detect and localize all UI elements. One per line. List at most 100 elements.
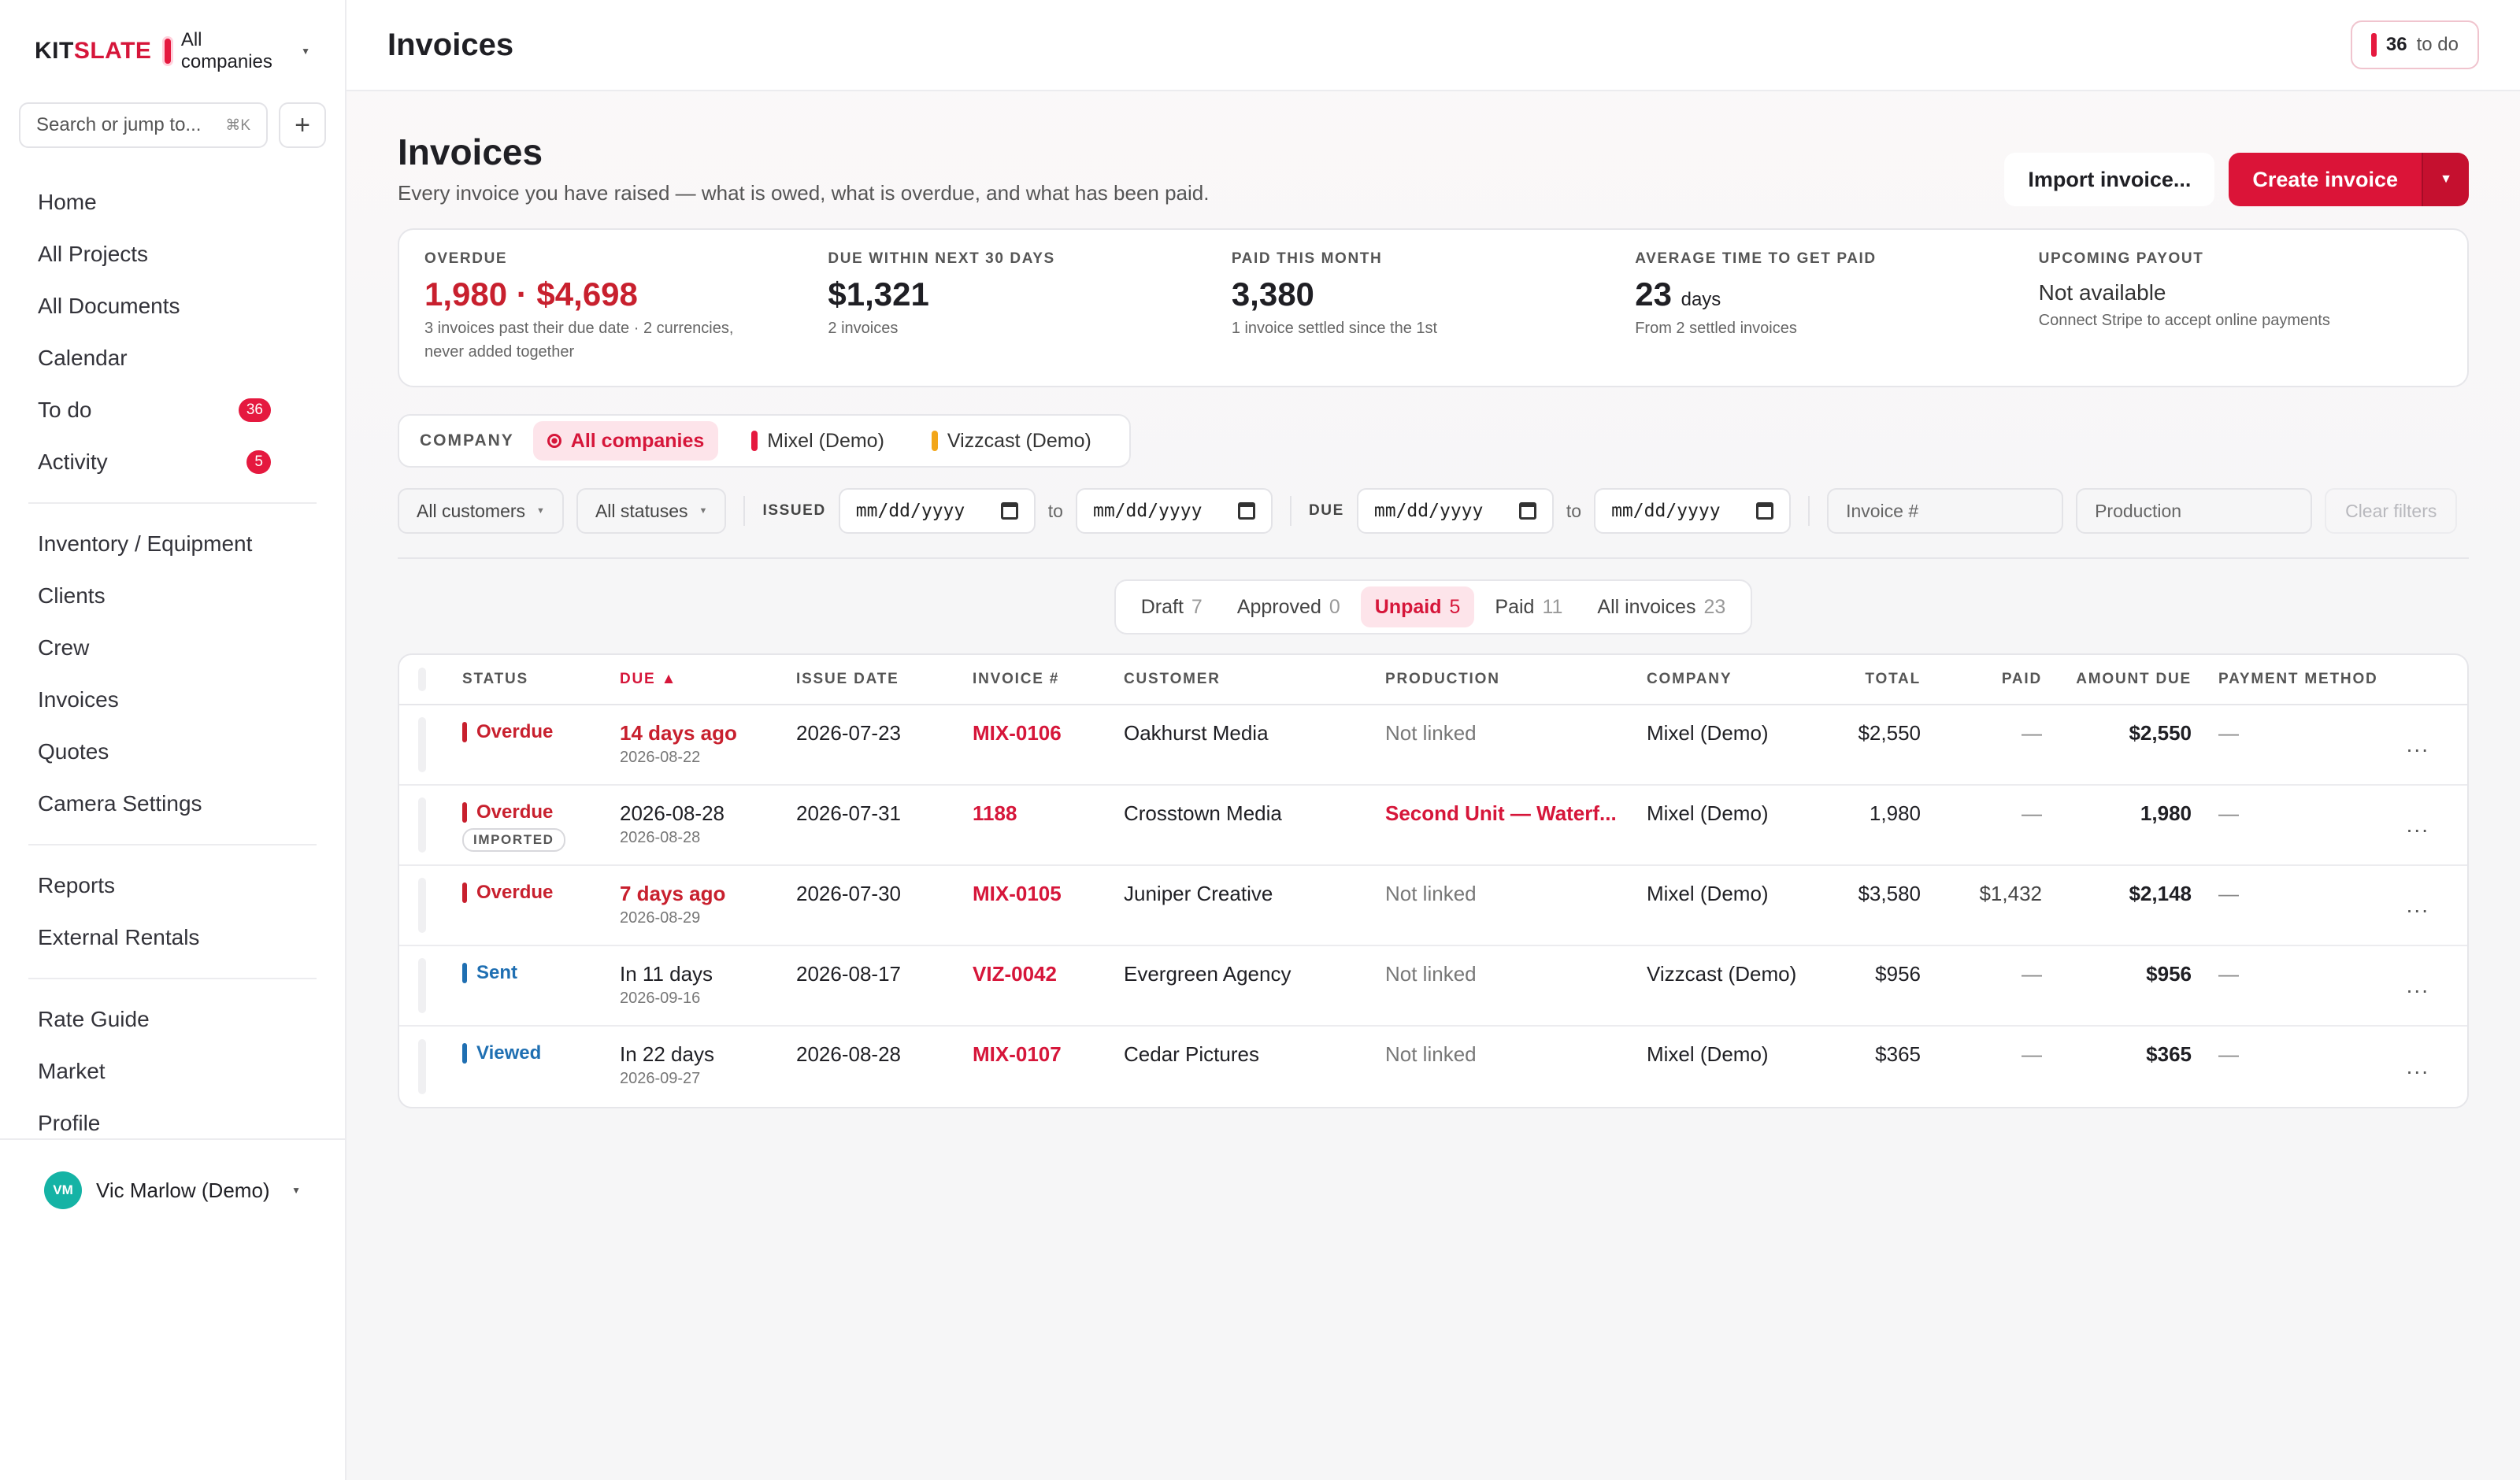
row-menu-icon[interactable]: ... xyxy=(2406,893,2429,917)
column-header-issue-date[interactable]: ISSUE DATE xyxy=(796,671,899,687)
row-handle[interactable] xyxy=(418,717,426,772)
company-chip-all[interactable]: All companies xyxy=(532,421,719,461)
column-header-customer[interactable]: CUSTOMER xyxy=(1124,671,1221,687)
sidebar-item-all-documents[interactable]: All Documents xyxy=(0,280,345,332)
column-header-due[interactable]: DUE ▲ xyxy=(620,671,678,687)
issued-to-date[interactable]: mm/dd/yyyy xyxy=(1075,488,1273,534)
row-menu-icon[interactable]: ... xyxy=(2406,812,2429,837)
add-button[interactable]: + xyxy=(279,102,326,148)
sidebar-item-external-rentals[interactable]: External Rentals xyxy=(0,912,345,964)
avatar: VM xyxy=(44,1171,82,1209)
create-invoice-button[interactable]: Create invoice xyxy=(2229,153,2422,206)
divider xyxy=(1289,496,1292,526)
due-from-date[interactable]: mm/dd/yyyy xyxy=(1356,488,1554,534)
invoice-link[interactable]: MIX-0107 xyxy=(973,1042,1062,1066)
company-filter-label: COMPANY xyxy=(420,431,514,450)
sidebar-item-camera-settings[interactable]: Camera Settings xyxy=(0,778,345,830)
tab-approved[interactable]: Approved 0 xyxy=(1223,586,1354,627)
sidebar-item-invoices[interactable]: Invoices xyxy=(0,674,345,726)
brand-row[interactable]: KITSLATE All companies ▼ xyxy=(0,0,345,102)
amount-due-cell: 1,980 xyxy=(2140,801,2192,825)
chevron-down-icon[interactable]: ▼ xyxy=(301,46,310,57)
tab-all-invoices[interactable]: All invoices 23 xyxy=(1583,586,1740,627)
sidebar-item-clients[interactable]: Clients xyxy=(0,570,345,622)
user-name: Vic Marlow (Demo) xyxy=(96,1178,270,1202)
todo-count: 36 xyxy=(2385,34,2407,55)
company-chip-vizzcast[interactable]: Vizzcast (Demo) xyxy=(917,421,1106,461)
due-to-date[interactable]: mm/dd/yyyy xyxy=(1594,488,1792,534)
issued-from-date[interactable]: mm/dd/yyyy xyxy=(838,488,1036,534)
tab-unpaid[interactable]: Unpaid 5 xyxy=(1360,586,1475,627)
invoice-number-input[interactable]: Invoice # xyxy=(1827,488,2064,534)
column-header-company[interactable]: COMPANY xyxy=(1647,671,1732,687)
column-header-paid[interactable]: PAID xyxy=(2001,671,2042,687)
sidebar-item-label: Camera Settings xyxy=(38,791,202,816)
table-row[interactable]: Overdue 7 days ago 2026-08-29 2026-07-30 … xyxy=(399,866,2467,946)
sidebar-item-home[interactable]: Home xyxy=(0,176,345,228)
sidebar-item-activity[interactable]: Activity 5 xyxy=(0,436,345,488)
sidebar-item-crew[interactable]: Crew xyxy=(0,622,345,674)
sidebar-item-inventory[interactable]: Inventory / Equipment xyxy=(0,518,345,570)
sidebar-item-market[interactable]: Market xyxy=(0,1045,345,1097)
invoice-link[interactable]: MIX-0106 xyxy=(973,721,1062,745)
calendar-icon[interactable] xyxy=(1000,502,1018,520)
tab-label: Paid xyxy=(1495,595,1535,618)
due-date: 2026-09-27 xyxy=(620,1070,701,1087)
sidebar-item-reports[interactable]: Reports xyxy=(0,860,345,912)
radio-selected-icon xyxy=(547,434,561,448)
due-label: DUE xyxy=(1308,502,1344,519)
calendar-icon[interactable] xyxy=(1237,502,1255,520)
sidebar-item-calendar[interactable]: Calendar xyxy=(0,332,345,384)
row-handle[interactable] xyxy=(418,878,426,933)
row-menu-icon[interactable]: ... xyxy=(2406,732,2429,757)
to-label: to xyxy=(1047,500,1063,521)
table-row[interactable]: Viewed In 22 days 2026-09-27 2026-08-28 M… xyxy=(399,1027,2467,1107)
todo-label: to do xyxy=(2416,34,2459,55)
select-all-handle[interactable] xyxy=(418,668,426,691)
row-menu-icon[interactable]: ... xyxy=(2406,973,2429,997)
customer-select[interactable]: All customers ▼ xyxy=(398,488,564,534)
user-menu[interactable]: VM Vic Marlow (Demo) ▼ xyxy=(0,1138,345,1241)
row-handle[interactable] xyxy=(418,1039,426,1094)
production-link[interactable]: Second Unit — Waterf... xyxy=(1385,801,1617,825)
sidebar-nav: Home All Projects All Documents Calendar… xyxy=(0,148,345,1149)
sidebar-item-quotes[interactable]: Quotes xyxy=(0,726,345,778)
sidebar-item-all-projects[interactable]: All Projects xyxy=(0,228,345,280)
row-handle[interactable] xyxy=(418,958,426,1013)
status-select[interactable]: All statuses ▼ xyxy=(576,488,727,534)
table-row[interactable]: Sent In 11 days 2026-09-16 2026-08-17 VIZ… xyxy=(399,946,2467,1027)
sidebar-item-profile[interactable]: Profile xyxy=(0,1097,345,1149)
column-header-status[interactable]: STATUS xyxy=(462,671,528,687)
sidebar-item-rate-guide[interactable]: Rate Guide xyxy=(0,993,345,1045)
invoice-link[interactable]: 1188 xyxy=(973,801,1017,825)
tab-paid[interactable]: Paid 11 xyxy=(1480,586,1577,627)
search-input[interactable]: Search or jump to... ⌘K xyxy=(19,102,268,148)
column-header-payment-method[interactable]: PAYMENT METHOD xyxy=(2218,671,2378,687)
sidebar-item-todo[interactable]: To do 36 xyxy=(0,384,345,436)
column-header-production[interactable]: PRODUCTION xyxy=(1385,671,1500,687)
table-row[interactable]: Overdue IMPORTED 2026-08-28 2026-08-28 20… xyxy=(399,786,2467,866)
column-header-amount-due[interactable]: AMOUNT DUE xyxy=(2076,671,2192,687)
calendar-icon[interactable] xyxy=(1756,502,1774,520)
table-row[interactable]: Overdue 14 days ago 2026-08-22 2026-07-23… xyxy=(399,705,2467,786)
row-menu-icon[interactable]: ... xyxy=(2406,1054,2429,1079)
import-invoice-button[interactable]: Import invoice... xyxy=(2004,153,2215,206)
todo-chip[interactable]: 36 to do xyxy=(2350,20,2479,69)
sidebar-item-label: Home xyxy=(38,190,97,214)
tab-draft[interactable]: Draft 7 xyxy=(1127,586,1217,627)
company-color-bar xyxy=(931,431,938,451)
invoice-link[interactable]: MIX-0105 xyxy=(973,882,1062,905)
status-bar xyxy=(462,1043,467,1064)
calendar-icon[interactable] xyxy=(1518,502,1536,520)
invoice-link[interactable]: VIZ-0042 xyxy=(973,962,1057,986)
create-invoice-menu-button[interactable]: ▼ xyxy=(2422,153,2469,206)
column-header-total[interactable]: TOTAL xyxy=(1865,671,1921,687)
clear-filters-button[interactable]: Clear filters xyxy=(2325,488,2458,534)
company-switcher-label[interactable]: All companies xyxy=(180,29,272,72)
stat-number: 23 xyxy=(1635,276,1672,313)
row-handle[interactable] xyxy=(418,797,426,853)
status-text: Viewed xyxy=(476,1042,542,1064)
column-header-invoice[interactable]: INVOICE # xyxy=(973,671,1060,687)
company-chip-mixel[interactable]: Mixel (Demo) xyxy=(737,421,899,461)
production-input[interactable]: Production xyxy=(2076,488,2313,534)
